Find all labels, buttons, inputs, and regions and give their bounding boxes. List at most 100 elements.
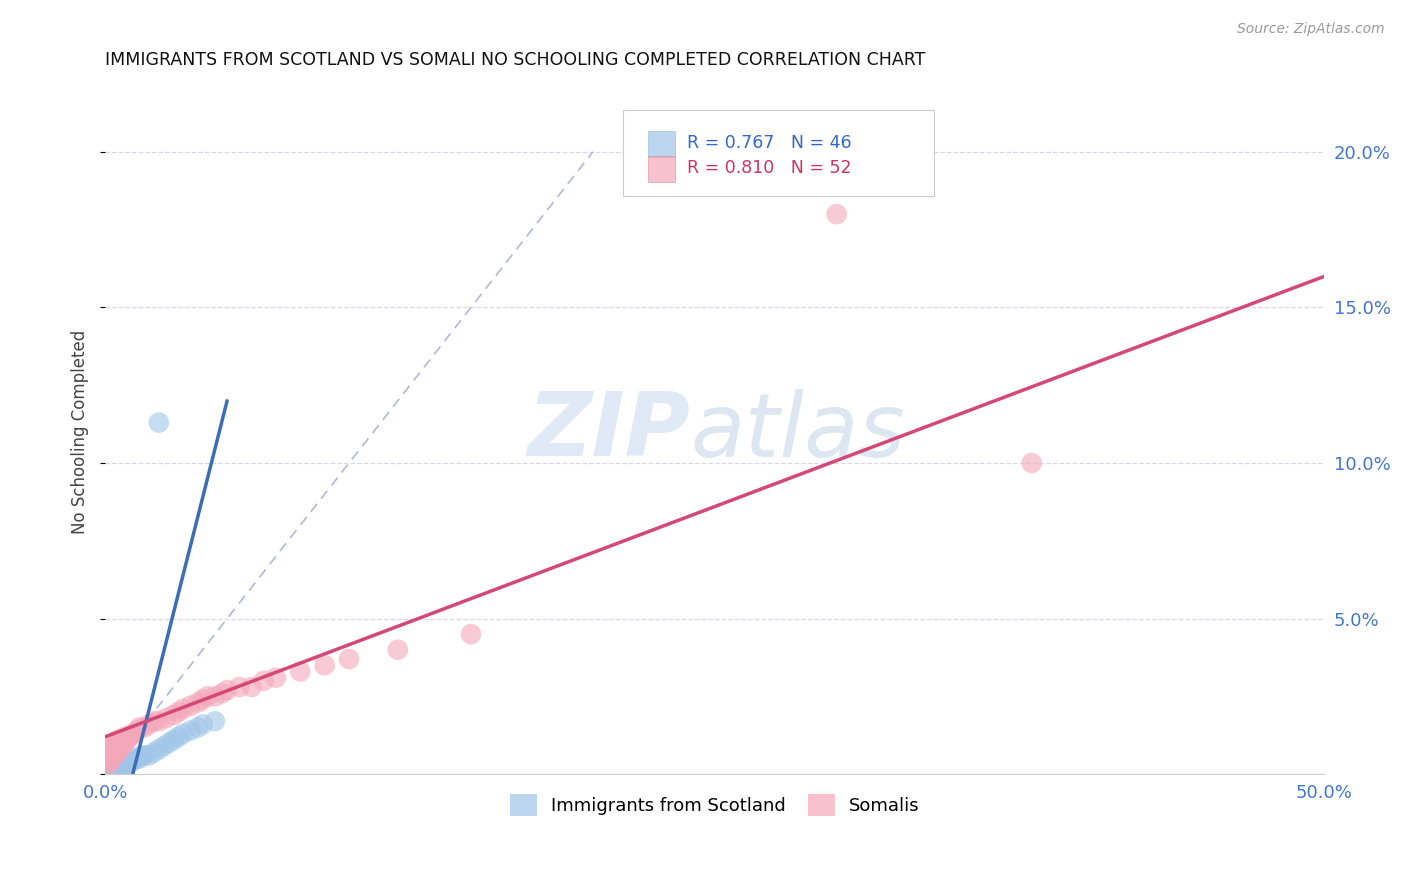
Point [101,739,124,753]
Point [104,736,127,750]
Text: R = 0.767   N = 46: R = 0.767 N = 46 [686,134,851,152]
Point [204,714,226,729]
Legend: Immigrants from Scotland, Somalis: Immigrants from Scotland, Somalis [502,787,927,823]
Point [98,757,121,772]
Point [107,732,129,747]
Point [115,732,138,747]
Point [101,764,124,778]
Point [387,642,409,657]
Point [104,757,127,772]
Point [217,683,239,698]
Point [124,727,146,741]
FancyBboxPatch shape [623,111,934,195]
Text: ZIP: ZIP [527,388,690,475]
Point [148,416,170,430]
Point [115,757,138,772]
Point [108,742,131,756]
Point [191,692,214,706]
Point [98,764,121,778]
Point [143,714,166,729]
Point [172,702,194,716]
Text: Source: ZipAtlas.com: Source: ZipAtlas.com [1237,22,1385,37]
Point [1021,456,1043,470]
Point [101,745,124,759]
Point [104,755,127,769]
Point [337,652,360,666]
Point [162,708,184,723]
Point [118,730,141,744]
Point [101,751,124,765]
Point [108,757,131,772]
Text: R = 0.810   N = 52: R = 0.810 N = 52 [686,160,851,178]
Point [107,757,129,772]
Point [148,714,170,729]
Text: IMMIGRANTS FROM SCOTLAND VS SOMALI NO SCHOOLING COMPLETED CORRELATION CHART: IMMIGRANTS FROM SCOTLAND VS SOMALI NO SC… [105,51,925,69]
Point [240,680,263,694]
Point [114,730,136,744]
Point [98,755,121,769]
Point [111,757,134,772]
Point [314,658,336,673]
Point [180,698,202,713]
Point [121,727,143,741]
Point [107,745,129,759]
Point [264,671,287,685]
Point [124,751,146,765]
Point [228,680,250,694]
Point [101,757,124,772]
Point [97,757,120,772]
Point [825,207,848,221]
Point [104,761,127,775]
Point [155,711,177,725]
Point [101,751,124,765]
Text: atlas: atlas [690,389,905,475]
Point [97,755,120,769]
Y-axis label: No Schooling Completed: No Schooling Completed [72,330,89,534]
Point [197,690,219,704]
Point [152,739,174,753]
Point [180,723,202,738]
Point [253,673,276,688]
Point [167,705,190,719]
Point [138,748,160,763]
FancyBboxPatch shape [648,131,675,157]
Point [111,761,134,775]
Point [104,764,127,778]
Point [97,764,120,778]
Point [107,764,129,778]
Point [121,755,143,769]
Point [138,717,160,731]
Point [97,757,120,772]
Point [167,730,190,744]
Point [118,755,141,769]
Point [134,721,156,735]
Point [143,745,166,759]
Point [108,761,131,775]
Point [111,732,134,747]
Point [108,736,131,750]
Point [148,742,170,756]
Point [107,739,129,753]
Point [98,755,121,769]
Point [104,742,127,756]
Point [97,761,120,775]
Point [460,627,482,641]
Point [107,761,129,775]
Point [111,739,134,753]
Point [290,665,312,679]
Point [97,751,120,765]
Point [98,748,121,763]
Point [114,755,136,769]
Point [162,732,184,747]
Point [134,748,156,763]
Point [98,761,121,775]
Point [98,742,121,756]
Point [187,696,209,710]
Point [101,761,124,775]
Point [114,757,136,772]
Point [125,723,148,738]
Point [172,727,194,741]
Point [125,751,148,765]
Point [157,736,180,750]
Point [211,686,233,700]
